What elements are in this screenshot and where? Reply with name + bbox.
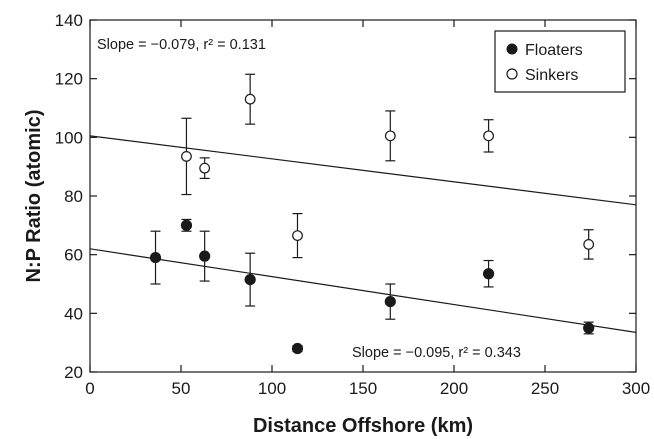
- sinkers-point: [483, 119, 494, 153]
- sinkers-point: [244, 73, 256, 125]
- y-tick-label: 80: [64, 187, 83, 206]
- x-tick-label: 50: [172, 379, 191, 398]
- legend-sinkers-label: Sinkers: [525, 67, 578, 84]
- sinkers-point: [199, 157, 211, 179]
- y-tick-label: 40: [64, 304, 83, 323]
- x-tick-label: 150: [349, 379, 377, 398]
- sinkers-point: [181, 117, 192, 196]
- y-tick-label: 20: [64, 363, 83, 382]
- floaters-point: [199, 230, 211, 282]
- sinkers-point: [384, 110, 396, 162]
- floaters-marker: [291, 342, 304, 355]
- y-axis-title: N:P Ratio (atomic): [23, 110, 45, 283]
- floaters-trendline: [90, 248, 636, 333]
- floaters-marker: [583, 322, 595, 334]
- x-tick-label: 0: [85, 379, 94, 398]
- floaters-marker: [180, 219, 193, 231]
- x-tick-label: 250: [531, 379, 559, 398]
- x-tick-label: 200: [440, 379, 468, 398]
- legend-sinkers-marker: [506, 68, 518, 80]
- x-tick-label: 300: [622, 379, 650, 398]
- legend-floaters-marker: [506, 43, 518, 55]
- legend-floaters-label: Floaters: [525, 42, 583, 59]
- sinkers-point: [583, 229, 595, 260]
- sinkers-marker: [483, 130, 494, 142]
- sinkers-marker: [583, 238, 595, 250]
- sinkers-marker: [384, 130, 396, 142]
- floaters-marker: [149, 252, 162, 264]
- legend-box: [494, 30, 626, 93]
- floaters-point: [149, 230, 162, 285]
- x-axis-title: Distance Offshore (km): [253, 415, 473, 437]
- sinkers-marker: [199, 162, 211, 174]
- sinkers-regression-annotation: Slope = −0.079, r² = 0.131: [97, 37, 266, 53]
- floaters-marker: [244, 274, 256, 286]
- floaters-point: [180, 218, 193, 232]
- sinkers-point: [292, 213, 303, 259]
- floaters-point: [291, 342, 304, 355]
- floaters-point: [244, 252, 256, 307]
- legend: Floaters Sinkers: [494, 30, 626, 93]
- y-tick-label: 100: [55, 128, 83, 147]
- floaters-point: [482, 259, 495, 288]
- sinkers-trendline: [90, 135, 636, 206]
- sinkers-marker: [181, 150, 192, 162]
- sinkers-marker: [244, 93, 256, 105]
- floaters-point: [384, 283, 396, 320]
- y-tick-label: 60: [64, 246, 83, 265]
- x-tick-label: 100: [258, 379, 286, 398]
- sinkers-marker: [292, 230, 303, 242]
- y-tick-label: 140: [55, 11, 83, 30]
- floaters-marker: [199, 250, 211, 262]
- floaters-regression-annotation: Slope = −0.095, r² = 0.343: [352, 345, 521, 361]
- floaters-marker: [482, 268, 495, 280]
- y-tick-label: 120: [55, 70, 83, 89]
- floaters-point: [583, 321, 595, 335]
- floaters-marker: [384, 296, 396, 308]
